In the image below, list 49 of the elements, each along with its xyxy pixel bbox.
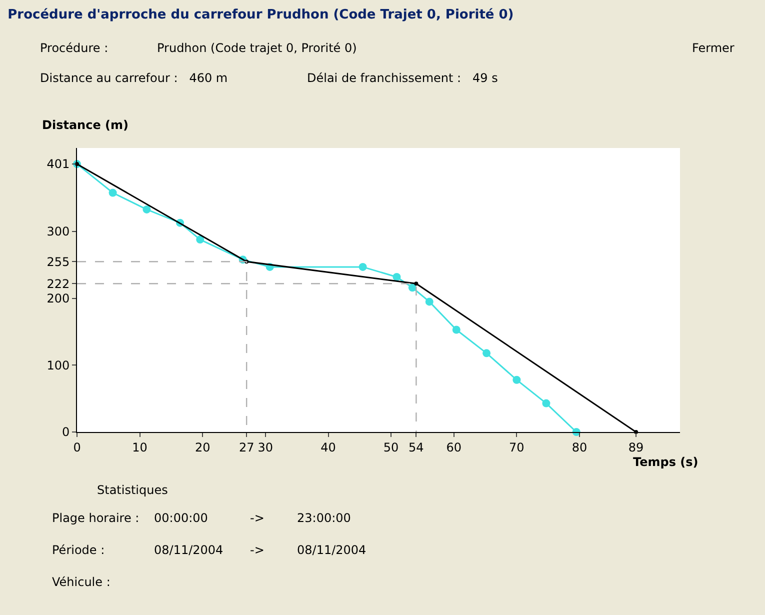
text: -> (250, 511, 264, 525)
x-tick-label: 20 (194, 440, 210, 454)
x-tick-label: 89 (628, 440, 644, 454)
text: Délai de franchissement : 49 s (307, 71, 498, 85)
y-tick-label: 255 (46, 254, 70, 269)
point (408, 284, 416, 292)
point (108, 188, 117, 197)
x-tick-label: 30 (258, 440, 274, 454)
x-tick-label: 27 (238, 440, 254, 454)
y-tick-label: 222 (46, 276, 70, 291)
x-tick-label: 10 (132, 440, 148, 454)
y-tick-label: 300 (46, 224, 70, 239)
point (392, 272, 401, 281)
point (425, 298, 434, 306)
point (482, 349, 491, 358)
text: Fermer (692, 41, 734, 55)
point (452, 326, 460, 334)
y-tick-label: 0 (62, 425, 70, 440)
point (542, 399, 550, 408)
point (142, 205, 151, 214)
point (512, 376, 521, 384)
text: Plage horaire : (52, 511, 140, 525)
text: Distance au carrefour : 460 m (40, 71, 228, 85)
x-tick-label: 60 (446, 440, 462, 454)
y-axis-title: Distance (m) (42, 118, 128, 132)
text: 08/11/2004 (154, 543, 224, 557)
point (414, 282, 418, 286)
text: 23:00:00 (297, 511, 351, 525)
text: Véhicule : (52, 575, 110, 589)
text: 00:00:00 (154, 511, 208, 525)
text: Prudhon (Code trajet 0, Prorité 0) (157, 41, 357, 55)
point (358, 262, 367, 271)
y-tick-label: 100 (46, 358, 70, 372)
text: Statistiques (97, 483, 168, 497)
x-tick-label: 80 (572, 440, 588, 454)
text: Procédure : (40, 41, 108, 55)
x-axis-title: Temps (s) (633, 455, 698, 469)
y-tick-label: 401 (46, 157, 70, 172)
text: Période : (52, 543, 105, 557)
y-tick-label: 200 (46, 292, 70, 306)
text: -> (250, 543, 264, 557)
point (196, 236, 204, 244)
x-tick-label: 50 (383, 440, 399, 454)
x-tick-label: 70 (509, 440, 524, 454)
x-tick-label: 0 (73, 440, 81, 454)
x-tick-label: 40 (320, 440, 336, 454)
text: 08/11/2004 (297, 543, 366, 557)
chart-title: Procédure d'aprroche du carrefour Prudhon (Code Trajet 0, Piorité 0) (8, 8, 514, 23)
x-tick-label: 54 (408, 440, 424, 454)
